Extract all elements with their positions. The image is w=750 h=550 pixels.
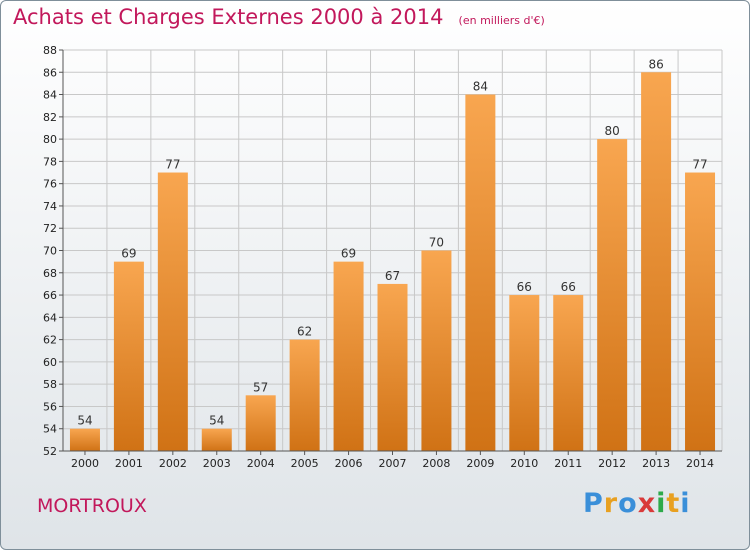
bar-2004 <box>245 395 276 451</box>
y-tick-label: 72 <box>43 222 57 235</box>
logo-letter: i <box>656 488 667 519</box>
x-tick-label: 2006 <box>335 457 363 470</box>
chart-title: Achats et Charges Externes 2000 à 2014 (… <box>13 5 545 29</box>
x-tick-label: 2012 <box>598 457 626 470</box>
bar-2013 <box>641 72 672 452</box>
logo-letter: P <box>583 488 604 519</box>
x-tick-label: 2008 <box>422 457 450 470</box>
x-tick-label: 2014 <box>686 457 714 470</box>
y-tick-label: 66 <box>43 289 57 302</box>
y-tick-label: 86 <box>43 66 57 79</box>
y-tick-label: 58 <box>43 378 57 391</box>
y-tick-label: 82 <box>43 111 57 124</box>
data-label-2010: 66 <box>517 280 532 294</box>
logo-letter: r <box>603 488 619 519</box>
chart-title-unit: (en milliers d'€) <box>458 14 545 27</box>
data-label-2005: 62 <box>297 325 312 339</box>
logo-letter: o <box>618 488 638 519</box>
y-tick-label: 88 <box>43 44 57 57</box>
x-tick-label: 2011 <box>554 457 582 470</box>
data-label-2001: 69 <box>121 247 136 261</box>
y-tick-label: 64 <box>43 311 57 324</box>
logo-letter: i <box>680 488 691 519</box>
x-tick-label: 2000 <box>71 457 99 470</box>
proxiti-logo: Proxiti <box>583 488 691 519</box>
bars <box>69 72 716 452</box>
bar-2005 <box>289 339 320 451</box>
bar-2006 <box>333 261 364 451</box>
y-tick-label: 60 <box>43 356 57 369</box>
bar-2001 <box>113 261 144 451</box>
municipality-name: MORTROUX <box>37 495 147 517</box>
logo-letter: t <box>666 488 681 519</box>
data-label-2007: 67 <box>385 269 400 283</box>
bar-2003 <box>201 428 232 451</box>
data-label-2014: 77 <box>692 158 707 172</box>
bar-2008 <box>421 250 452 451</box>
data-label-2004: 57 <box>253 380 268 394</box>
bar-2010 <box>509 295 540 451</box>
data-label-2002: 77 <box>165 158 180 172</box>
y-tick-label: 68 <box>43 267 57 280</box>
x-tick-label: 2013 <box>642 457 670 470</box>
x-tick-label: 2002 <box>159 457 187 470</box>
y-tick-label: 76 <box>43 178 57 191</box>
data-label-2011: 66 <box>561 280 576 294</box>
bar-2012 <box>597 139 628 451</box>
data-label-2008: 70 <box>429 236 444 250</box>
chart-title-main: Achats et Charges Externes 2000 à 2014 <box>13 5 444 29</box>
x-tick-label: 2004 <box>247 457 275 470</box>
logo-letter: x <box>637 488 657 519</box>
x-tick-label: 2010 <box>510 457 538 470</box>
data-label-2012: 80 <box>605 124 620 138</box>
y-tick-label: 70 <box>43 245 57 258</box>
y-tick-label: 78 <box>43 155 57 168</box>
y-tick-label: 56 <box>43 400 57 413</box>
data-label-2006: 69 <box>341 247 356 261</box>
data-label-2003: 54 <box>209 414 224 428</box>
bar-2009 <box>465 94 496 452</box>
bar-2014 <box>685 172 716 451</box>
bar-2002 <box>157 172 188 451</box>
y-tick-label: 80 <box>43 133 57 146</box>
data-label-2000: 54 <box>77 414 92 428</box>
y-tick-label: 74 <box>43 200 57 213</box>
y-tick-label: 62 <box>43 334 57 347</box>
axes: 52 54 56 58 60 62 64 66 68 70 72 74 76 78 80 82 84 86 88 20… <box>43 44 722 470</box>
y-tick-label: 52 <box>43 445 57 458</box>
bar-2007 <box>377 283 408 451</box>
y-tick-label: 54 <box>43 423 57 436</box>
data-labels: 54 69 77 54 57 62 69 67 70 84 66 66 80 86 77 <box>77 57 707 427</box>
bar-2011 <box>553 295 584 451</box>
x-tick-label: 2007 <box>379 457 407 470</box>
x-tick-label: 2005 <box>291 457 319 470</box>
bar-2000 <box>69 428 100 451</box>
x-tick-label: 2001 <box>115 457 143 470</box>
x-tick-label: 2009 <box>466 457 494 470</box>
data-label-2013: 86 <box>648 57 663 71</box>
data-label-2009: 84 <box>473 80 488 94</box>
x-tick-label: 2003 <box>203 457 231 470</box>
y-tick-label: 84 <box>43 89 57 102</box>
